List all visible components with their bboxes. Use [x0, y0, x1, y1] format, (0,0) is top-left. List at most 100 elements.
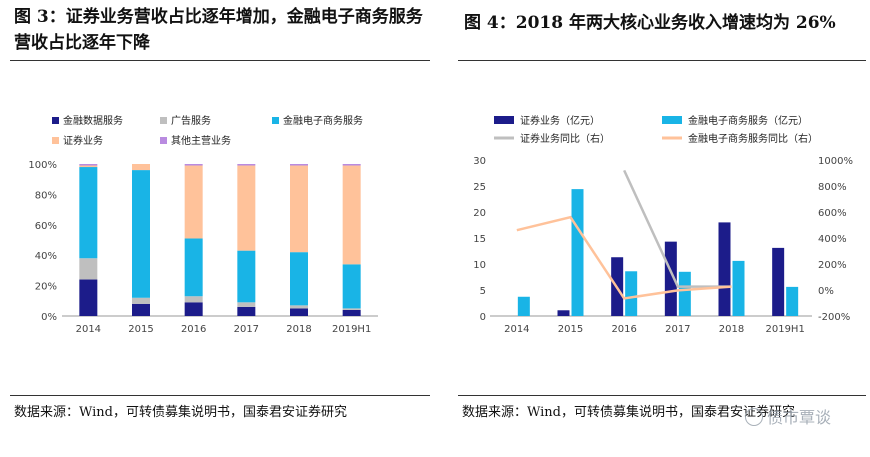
y2-tick-label: 1000% — [818, 156, 853, 167]
bar-segment — [290, 164, 308, 166]
bar-segment — [79, 164, 98, 166]
y-tick-label: 0 — [480, 312, 486, 323]
bar — [517, 296, 530, 316]
legend-label: 证券业务同比（右） — [520, 132, 610, 145]
y-tick-label: 10 — [473, 260, 486, 271]
bar — [772, 247, 785, 316]
x-tick-label: 2014 — [504, 324, 529, 335]
y-tick-label: 40% — [35, 251, 57, 262]
right-panel: 图 4：2018 年两大核心业务收入增速均为 26% 证券业务（亿元） 金融电子商… — [450, 0, 870, 457]
bar-line-combo-chart: 证券业务（亿元） 金融电子商务服务（亿元） 证券业务同比（右） 金融电子商务服务同比（… — [473, 114, 853, 335]
legend-label: 金融数据服务 — [63, 114, 123, 127]
bar-segment — [132, 297, 150, 304]
bar-segment — [290, 305, 308, 309]
y2-tick-label: 200% — [818, 260, 847, 271]
legend-label: 金融电子商务服务 — [283, 114, 363, 127]
legend-label: 证券业务（亿元） — [520, 114, 600, 127]
series-line — [516, 215, 732, 300]
figure-3-source: 数据来源：Wind，可转债募集说明书，国泰君安证券研究 — [14, 405, 347, 420]
bar-segment — [184, 238, 203, 297]
bar-segment — [290, 308, 308, 316]
bar-segment — [237, 306, 256, 316]
bar-segment — [79, 167, 98, 259]
x-tick-label: 2016 — [181, 324, 206, 335]
x-tick-label: 2014 — [76, 324, 101, 335]
y-tick-label: 100% — [28, 160, 57, 171]
series-line — [623, 169, 732, 288]
legend-swatch — [494, 116, 514, 124]
legend-swatch — [52, 117, 59, 124]
y-tick-label: 20 — [473, 208, 486, 219]
bar — [786, 286, 799, 316]
bar-segment — [79, 258, 98, 280]
y-tick-label: 30 — [473, 156, 486, 167]
watermark: 债市覃谈 — [745, 404, 831, 428]
x-tick-label: 2017 — [665, 324, 690, 335]
y-tick-label: 25 — [473, 182, 486, 193]
legend-swatch — [160, 117, 167, 124]
bar-segment — [290, 252, 308, 306]
legend-label: 金融电子商务服务（亿元） — [688, 114, 808, 127]
figure-4-title: 图 4：2018 年两大核心业务收入增速均为 26% — [464, 13, 836, 33]
title-rule — [10, 60, 430, 61]
bar-segment — [342, 164, 361, 166]
x-tick-label: 2018 — [719, 324, 744, 335]
bar-segment — [79, 279, 98, 316]
bar-segment — [290, 165, 308, 253]
source-rule — [10, 395, 430, 396]
y-tick-label: 0% — [41, 312, 57, 323]
title-rule — [458, 60, 866, 61]
bar-segment — [237, 250, 256, 303]
legend-label: 其他主营业务 — [171, 134, 231, 147]
x-tick-label: 2019H1 — [332, 324, 371, 335]
bar — [718, 222, 731, 316]
y-tick-label: 20% — [35, 282, 57, 293]
bar-segment — [184, 165, 203, 239]
bar-segment — [79, 165, 98, 168]
legend-label: 金融电子商务服务同比（右） — [688, 132, 818, 145]
bar-segment — [237, 302, 256, 307]
bar-segment — [184, 164, 203, 166]
bar-segment — [132, 303, 150, 316]
x-tick-label: 2015 — [128, 324, 153, 335]
y2-tick-label: 600% — [818, 208, 847, 219]
bar-segment — [132, 164, 150, 171]
bar-segment — [342, 165, 361, 265]
bar-segment — [184, 302, 203, 316]
bar — [625, 271, 638, 316]
bar-segment — [184, 296, 203, 303]
wechat-icon — [745, 408, 763, 426]
y2-tick-label: -200% — [818, 312, 850, 323]
legend-swatch — [272, 117, 279, 124]
bar-segment — [237, 165, 256, 251]
figure-3-title: 图 3：证券业务营收占比逐年增加，金融电子商务服务营收占比逐年下降 — [14, 7, 423, 53]
bar — [732, 260, 745, 316]
y-tick-label: 5 — [480, 286, 486, 297]
x-tick-label: 2015 — [558, 324, 583, 335]
y-tick-label: 60% — [35, 221, 57, 232]
bar — [664, 241, 677, 316]
y2-tick-label: 0% — [818, 286, 834, 297]
legend-swatch — [160, 137, 167, 144]
legend-swatch — [662, 116, 682, 124]
y2-tick-label: 800% — [818, 182, 847, 193]
x-tick-label: 2019H1 — [765, 324, 804, 335]
source-rule — [458, 395, 866, 396]
watermark-text: 债市覃谈 — [767, 408, 832, 427]
x-tick-label: 2017 — [234, 324, 259, 335]
y2-tick-label: 400% — [818, 234, 847, 245]
bar — [557, 310, 570, 316]
bar-segment — [132, 170, 150, 298]
y-tick-label: 15 — [473, 234, 486, 245]
bar-segment — [237, 164, 256, 166]
left-panel: 图 3：证券业务营收占比逐年增加，金融电子商务服务营收占比逐年下降 金融数据服务… — [10, 7, 430, 420]
x-tick-label: 2016 — [611, 324, 636, 335]
bar-segment — [342, 308, 361, 310]
bar — [678, 271, 691, 316]
bar-segment — [342, 264, 361, 309]
legend-swatch — [52, 137, 59, 144]
figure-4-source: 数据来源：Wind，可转债募集说明书，国泰君安证券研究 — [462, 405, 795, 420]
legend-label: 证券业务 — [63, 134, 103, 147]
bar — [571, 189, 584, 316]
bar-segment — [342, 309, 361, 316]
